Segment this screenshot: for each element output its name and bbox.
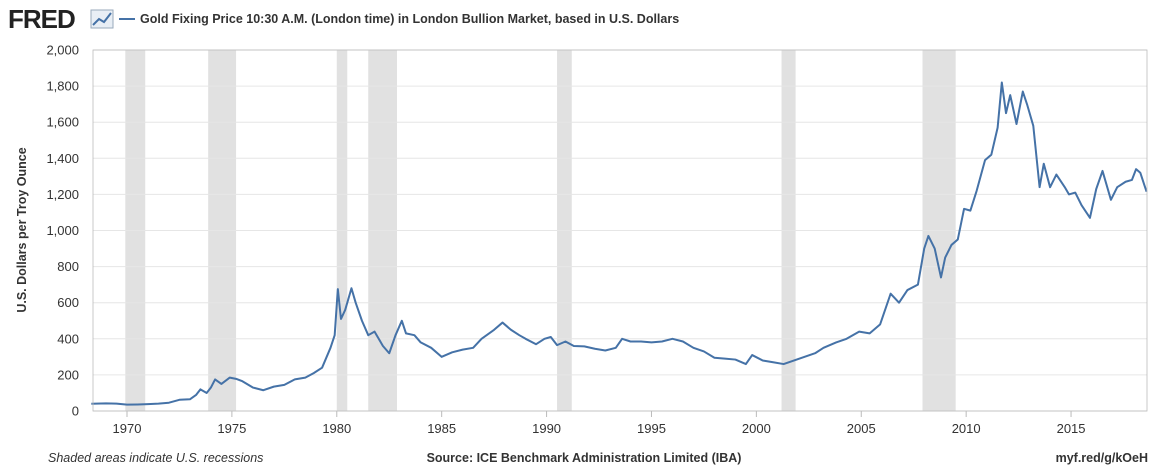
x-tick-label: 1995 (637, 421, 666, 436)
x-tick-label: 2010 (952, 421, 981, 436)
logo: FRED (8, 4, 75, 34)
y-axis-label: U.S. Dollars per Troy Ounce (15, 147, 29, 312)
y-tick-label: 600 (57, 295, 79, 310)
y-tick-label: 2,000 (46, 43, 79, 58)
y-tick-label: 400 (57, 331, 79, 346)
legend-label: Gold Fixing Price 10:30 A.M. (London tim… (140, 12, 679, 26)
plot-layer (91, 49, 1148, 412)
logo-icon (90, 9, 114, 29)
y-tick-label: 1,200 (46, 187, 79, 202)
x-tick-label: 1970 (113, 421, 142, 436)
x-tick-label: 2005 (847, 421, 876, 436)
link: myf.red/g/kOeH (1056, 451, 1148, 465)
x-tick-label: 1990 (532, 421, 561, 436)
recession-note: Shaded areas indicate U.S. recessions (48, 451, 263, 465)
y-tick-label: 0 (72, 404, 79, 419)
x-tick-label: 2015 (1057, 421, 1086, 436)
y-tick-label: 1,000 (46, 223, 79, 238)
y-tick-label: 200 (57, 367, 79, 382)
x-tick-label: 1975 (217, 421, 246, 436)
x-tick-label: 1980 (322, 421, 351, 436)
y-tick-label: 1,400 (46, 151, 79, 166)
y-tick-label: 1,600 (46, 115, 79, 130)
y-tick-label: 800 (57, 259, 79, 274)
x-tick-label: 2000 (742, 421, 771, 436)
y-tick-label: 1,800 (46, 79, 79, 94)
x-tick-label: 1985 (427, 421, 456, 436)
source: Source: ICE Benchmark Administration Lim… (427, 451, 742, 465)
data-line (91, 81, 1148, 406)
plot-frame (92, 49, 1148, 412)
